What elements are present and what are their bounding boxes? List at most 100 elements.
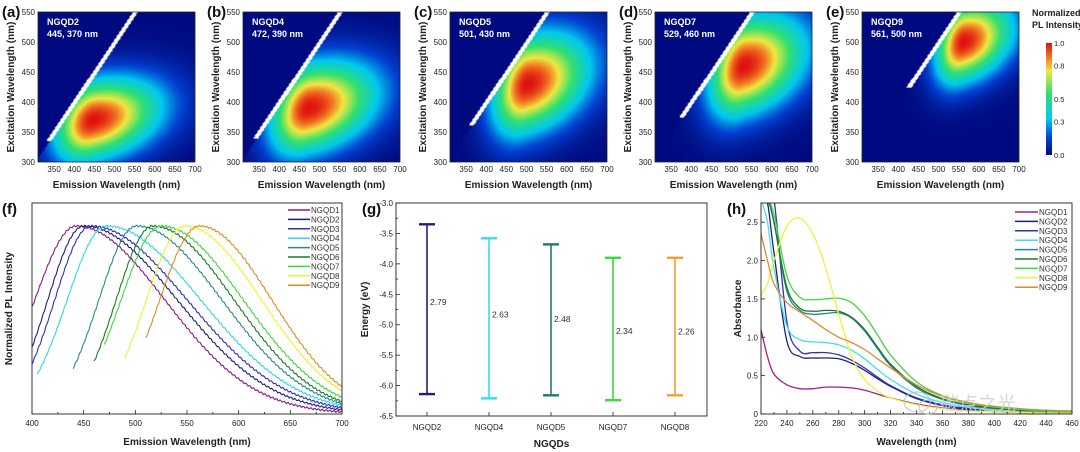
x-tick-label: 350 <box>47 165 61 174</box>
y-tick-label: 450 <box>639 68 653 77</box>
x-tick-label: 400 <box>273 165 287 174</box>
y-tick-label: 300 <box>846 158 860 167</box>
y-tick-label: -4.5 <box>379 290 393 299</box>
x-tick-label: NGQD4 <box>475 423 504 432</box>
legend-label: NGQD5 <box>311 244 340 253</box>
legend-item: NGQD1 <box>288 206 340 215</box>
y-tick-label: 450 <box>434 68 448 77</box>
x-axis-title: Emission Wavelength (nm) <box>123 437 250 448</box>
y-axis-title: Absorbance <box>733 279 744 337</box>
peak-label: 561, 500 nm <box>871 29 922 39</box>
peak-label: 529, 460 nm <box>664 29 715 39</box>
legend-item: NGQD6 <box>1015 255 1068 264</box>
colorbar-tick-label: 0.0 <box>1054 151 1064 160</box>
pl-series-line-NGQD1 <box>31 224 343 414</box>
y-axis-title: Excitation Wavelength (nm) <box>830 22 841 153</box>
legend-item: NGQD7 <box>288 262 340 271</box>
legend-label: NGQD7 <box>1039 264 1068 273</box>
heatmap-panel-d: (d) NGQD7 529, 460 nm 300 350 400 450 500 550 350… <box>619 4 819 191</box>
pl-series-line-NGQD6 <box>93 224 343 403</box>
legend-item: NGQD2 <box>1015 217 1068 226</box>
plot-frame <box>37 11 196 163</box>
energy-bar-NGQD4: 2.63 NGQD4 <box>475 237 509 432</box>
colorbar-gradient <box>1046 43 1052 155</box>
x-tick-label: 400 <box>892 165 906 174</box>
x-tick-label: 350 <box>252 165 266 174</box>
legend-item: NGQD3 <box>288 225 340 234</box>
x-tick-label: 500 <box>932 165 946 174</box>
absorbance-series-line-NGQD5 <box>768 203 1072 413</box>
legend-label: NGQD6 <box>1039 255 1068 264</box>
legend-label: NGQD5 <box>1039 246 1068 255</box>
y-axis-title: Excitation Wavelength (nm) <box>623 22 634 153</box>
y-tick-label: 550 <box>22 8 36 17</box>
energy-bar-NGQD8: 2.26 NGQD8 <box>661 256 695 432</box>
x-tick-label: 340 <box>910 419 924 428</box>
absorbance-series-line-NGQD7 <box>769 203 1072 412</box>
band-gap-label: 2.34 <box>616 326 633 336</box>
x-axis-title: NGQDs <box>534 439 570 450</box>
y-tick-label: 350 <box>227 128 241 137</box>
legend-item: NGQD7 <box>1015 264 1068 273</box>
panel-label: (b) <box>207 4 226 21</box>
sample-label: NGQD5 <box>459 17 491 27</box>
x-tick-label: 400 <box>25 419 39 428</box>
legend-item: NGQD4 <box>1015 236 1068 245</box>
x-tick-label: 600 <box>560 165 574 174</box>
heatmap-image <box>38 12 195 162</box>
legend-label: NGQD8 <box>311 272 340 281</box>
colorbar-title-line2: PL Intensity <box>1032 20 1080 30</box>
x-tick-label: NGQD8 <box>661 423 690 432</box>
x-tick-label: 450 <box>293 165 307 174</box>
pl-series-line-NGQD7 <box>103 224 343 398</box>
legend-label: NGQD8 <box>1039 274 1068 283</box>
y-tick-label: 300 <box>22 158 36 167</box>
y-tick-label: 300 <box>227 158 241 167</box>
legend-label: NGQD3 <box>311 225 340 234</box>
band-gap-label: 2.79 <box>430 297 447 307</box>
y-tick-label: 400 <box>227 98 241 107</box>
panel-label: (h) <box>727 201 746 218</box>
colorbar: Normalized PL Intensity 1.0 0.8 0.5 0.3 0.0 <box>1032 8 1080 160</box>
legend-item: NGQD2 <box>288 215 340 224</box>
x-tick-label: NGQD7 <box>599 423 628 432</box>
y-tick-label: 400 <box>846 98 860 107</box>
plot-frame <box>654 11 813 163</box>
x-tick-label: 550 <box>745 165 759 174</box>
peak-label: 501, 430 nm <box>459 29 510 39</box>
legend-label: NGQD1 <box>1039 208 1068 217</box>
x-tick-label: 360 <box>936 419 950 428</box>
plot-frame <box>242 11 401 163</box>
pl-series-line-NGQD2 <box>31 224 343 412</box>
y-tick-label: 400 <box>22 98 36 107</box>
x-tick-label: 450 <box>912 165 926 174</box>
x-tick-label: 450 <box>705 165 719 174</box>
legend-item: NGQD9 <box>288 281 340 290</box>
pl-series-line-NGQD9 <box>145 224 343 388</box>
x-tick-label: 650 <box>373 165 387 174</box>
x-axis-title: Emission Wavelength (nm) <box>258 180 385 191</box>
legend-label: NGQD6 <box>311 253 340 262</box>
y-tick-label: 500 <box>227 38 241 47</box>
y-tick-label: 2.0 <box>747 257 759 266</box>
x-axis-title: Emission Wavelength (nm) <box>465 180 592 191</box>
legend-label: NGQD4 <box>1039 236 1068 245</box>
legend-item: NGQD8 <box>1015 274 1068 283</box>
plot-frame <box>861 11 1020 163</box>
panel-label: (d) <box>619 4 638 21</box>
sample-label: NGQD4 <box>252 17 284 27</box>
x-tick-label: 500 <box>520 165 534 174</box>
legend-label: NGQD3 <box>1039 227 1068 236</box>
heatmap-panel-e: (e) NGQD9 561, 500 nm 300 350 400 450 500 550 350… <box>826 4 1026 191</box>
x-tick-label: 700 <box>188 165 202 174</box>
x-tick-label: 400 <box>685 165 699 174</box>
x-tick-label: 450 <box>500 165 514 174</box>
x-tick-label: NGQD5 <box>537 423 566 432</box>
y-tick-label: 550 <box>434 8 448 17</box>
heatmap-panel-b: (b) NGQD4 472, 390 nm 300 350 400 450 500 550 350… <box>207 4 407 191</box>
y-axis-title: Excitation Wavelength (nm) <box>6 22 17 153</box>
panel-h-absorbance: (h) 220 240 260 280 300 320 340 360 380 400 420 440 4… <box>727 201 1079 448</box>
energy-bar-NGQD5: 2.48 NGQD5 <box>537 243 571 432</box>
x-tick-label: 350 <box>664 165 678 174</box>
